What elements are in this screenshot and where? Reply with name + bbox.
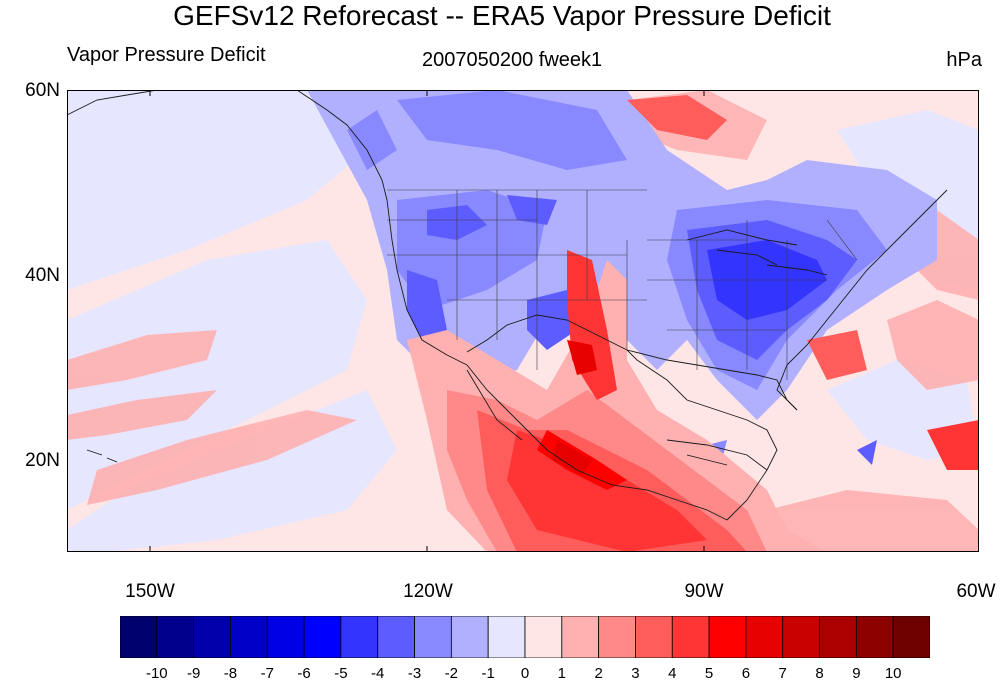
colorbar-tick-label: 10 — [884, 665, 902, 682]
colorbar-tick-label: -10 — [145, 665, 168, 682]
colorbar-tick-label: 6 — [741, 665, 751, 682]
colorbar-tick-label: 1 — [557, 665, 566, 682]
colorbar-tick-label: -7 — [260, 665, 274, 682]
lat-label-20n: 20N — [25, 450, 60, 471]
colorbar — [120, 616, 930, 658]
vpd-map — [67, 90, 979, 552]
colorbar-tick-label: -1 — [481, 665, 495, 682]
chart-title: GEFSv12 Reforecast -- ERA5 Vapor Pressur… — [173, 0, 831, 31]
colorbar-swatch — [414, 616, 452, 658]
colorbar-tick-label: -3 — [407, 665, 422, 682]
colorbar-swatch — [266, 616, 305, 658]
colorbar-tick-label: 2 — [594, 665, 603, 682]
colorbar-swatch — [303, 616, 342, 658]
colorbar-swatch — [745, 616, 784, 658]
colorbar-swatch — [598, 616, 636, 658]
colorbar-swatch — [635, 616, 673, 658]
colorbar-swatch — [377, 616, 415, 658]
colorbar-tick-label: 9 — [852, 665, 861, 682]
colorbar-swatch — [487, 616, 526, 658]
lat-label-60n: 60N — [25, 80, 60, 101]
colorbar-tick-label: -9 — [186, 665, 201, 682]
colorbar-tick-label: -4 — [371, 665, 385, 682]
light-pink-ocean-bands — [67, 90, 979, 552]
colorbar-swatch — [892, 616, 930, 658]
lon-label-90w: 90W — [684, 581, 724, 602]
colorbar-tick-label: 8 — [815, 665, 824, 682]
colorbar-tick-label: 4 — [668, 665, 677, 682]
colorbar-swatch — [340, 616, 379, 658]
colorbar-tick-label: 0 — [520, 665, 530, 682]
colorbar-swatch — [524, 616, 563, 658]
units-label: hPa — [946, 49, 982, 71]
colorbar-tick-label: 7 — [778, 665, 787, 682]
colorbar-swatch — [855, 616, 894, 658]
colorbar-swatch — [708, 616, 747, 658]
colorbar-tick-label: -2 — [444, 665, 459, 682]
date-label: 2007050200 fweek1 — [422, 49, 603, 71]
lon-label-150w: 150W — [125, 581, 175, 602]
colorbar-tick-label: -8 — [223, 665, 238, 682]
lon-label-60w: 60W — [956, 581, 996, 602]
colorbar-swatch — [782, 616, 820, 658]
us-state-boundaries — [387, 189, 858, 380]
colorbar-tick-label: 3 — [631, 665, 640, 682]
coastlines-and-borders — [67, 90, 948, 521]
colorbar-swatch — [193, 616, 231, 658]
colorbar-swatch — [561, 616, 600, 658]
map-frame — [67, 90, 979, 552]
colorbar-tick-label: -6 — [297, 665, 311, 682]
colorbar-swatch — [156, 616, 195, 658]
variable-label: Vapor Pressure Deficit — [67, 44, 266, 66]
colorbar-tick-label: -5 — [334, 665, 348, 682]
lat-label-40n: 40N — [25, 265, 60, 286]
colorbar-swatch — [120, 616, 158, 658]
colorbar-tick-label: 5 — [704, 665, 714, 682]
colorbar-swatch — [450, 616, 489, 658]
colorbar-swatch — [671, 616, 710, 658]
lon-label-120w: 120W — [403, 581, 453, 602]
colorbar-swatch — [230, 616, 268, 658]
colorbar-swatch — [819, 616, 857, 658]
